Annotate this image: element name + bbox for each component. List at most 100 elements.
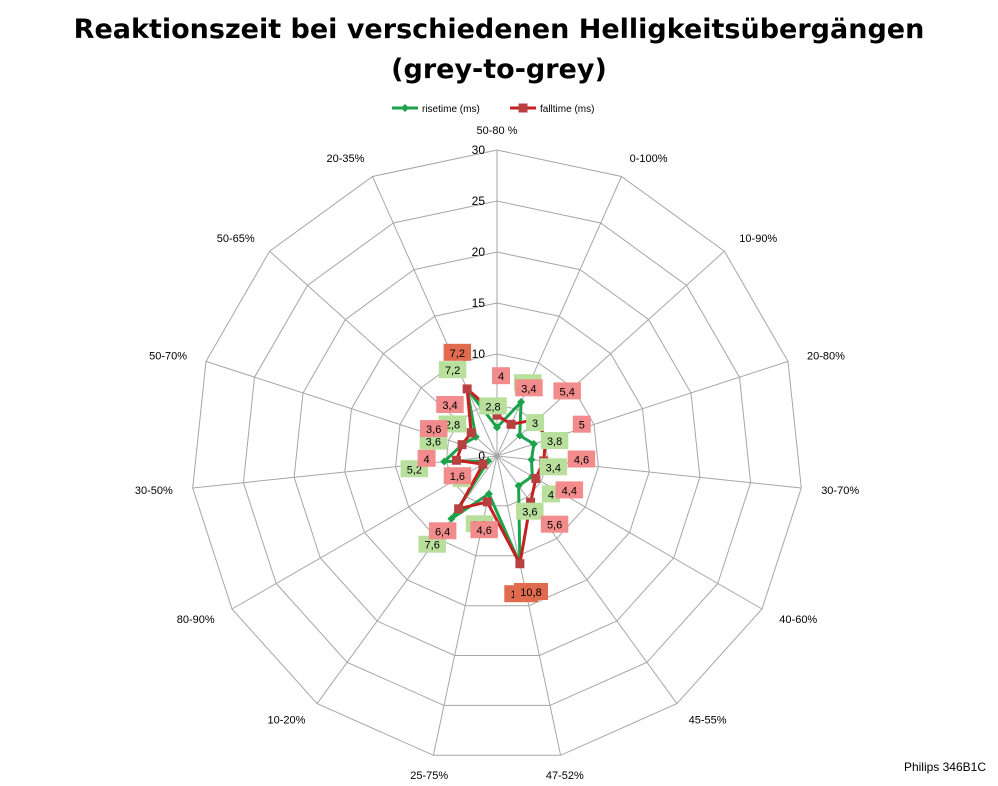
data-point-marker [440,457,449,466]
category-label: 50-80 % [477,125,518,137]
data-label: 5 [579,420,585,432]
grid-ring [192,149,802,756]
grid-ring [344,302,650,607]
data-label-background [540,432,569,449]
data-label: 4 [548,489,554,501]
data-point-marker [515,559,525,569]
chart-legend: risetime (ms) falltime (ms) [392,103,594,115]
data-label-background [539,458,568,476]
radar-data-labels: 2,85,833,83,443,610,83,87,615,23,62,87,2… [400,343,596,603]
grid-ring [395,353,599,557]
data-label-background [438,361,467,379]
data-label-background [443,467,472,485]
data-label: 4,6 [477,525,492,537]
data-label-background [541,485,560,503]
legend-label: risetime (ms) [422,104,480,115]
category-label: 47-52% [546,770,584,782]
series-line [442,387,536,566]
data-label-background [572,415,591,433]
category-label: 30-70% [821,485,859,497]
chart-title-line-1: Reaktionszeit bei verschiedenen Helligke… [73,14,925,45]
data-point-marker [492,410,502,420]
data-label: 4 [498,371,504,383]
chart-title-line-2: (grey-to-grey) [391,54,607,85]
data-point-marker [506,419,516,429]
data-point-marker [526,497,536,507]
data-label: 3,6 [426,424,441,436]
data-label-background [514,583,548,600]
axis-tick-label: 30 [472,143,486,157]
data-label: 3,8 [547,436,562,448]
category-label: 20-80% [807,350,845,362]
grid-ring [242,200,752,706]
data-point-marker [478,459,488,469]
data-point-marker [514,481,523,490]
data-point-marker [457,440,467,450]
data-label: 7,6 [425,540,440,552]
category-label: 50-65% [217,233,255,245]
grid-spoke [496,455,678,704]
legend-label: falltime (ms) [540,104,594,115]
category-label: 10-90% [739,233,777,245]
data-label: 3,4 [521,383,536,395]
data-label: 3,6 [522,507,537,519]
category-label: 45-55% [689,715,727,727]
category-label: 0-100% [630,153,668,165]
axis-tick-label: 15 [472,296,486,310]
grid-spoke [316,455,498,704]
data-label-background [555,481,584,499]
data-label: 5,6 [547,520,562,532]
data-label-background [418,535,446,553]
data-label-background [567,450,596,468]
data-label: 3 [532,418,538,430]
legend-item-falltime: falltime (ms) [510,103,594,115]
data-label-background [428,522,457,540]
axis-tick-label: 10 [472,347,486,361]
data-label: 1,6 [450,471,465,483]
data-point-marker [531,473,541,483]
axis-tick-label: 20 [472,245,486,259]
data-label-background [470,521,498,539]
category-label: 80-90% [177,614,215,626]
data-point-marker [529,440,538,449]
legend-marker [518,103,528,113]
data-label: 5,4 [560,386,575,398]
data-point-marker [484,489,493,498]
radar-grid: 0 5 10 15 20 25 30 50-80 % 0-100% 10-90% 20-80% 30-… [135,125,859,782]
data-label: 10,8 [520,587,541,599]
data-label-background [553,382,581,400]
data-label-background [417,449,436,467]
category-label: 20-35% [326,153,364,165]
data-label-background [420,420,448,438]
data-point-marker [462,384,472,394]
data-label: 3,6 [426,437,441,449]
grid-spoke [496,455,562,756]
category-label: 40-60% [779,614,817,626]
data-point-marker [466,428,476,438]
data-point-marker [454,504,464,514]
data-label: 4,6 [574,455,589,467]
data-point-marker [527,455,536,464]
data-point-marker [451,455,461,465]
data-label-background [516,502,544,520]
data-label-background [479,397,507,415]
grid-spoke [496,455,763,610]
data-point-marker [517,397,526,406]
data-label: 3,4 [442,400,457,412]
data-label: 5,2 [407,464,422,476]
data-label-background [436,396,464,413]
data-label-background [540,515,569,533]
data-point-marker [493,423,501,432]
chart-title: Reaktionszeit bei verschiedenen Helligke… [0,10,998,90]
data-point-marker [447,514,456,523]
data-label-background [515,379,543,397]
legend-marker [401,104,409,112]
category-label: 10-20% [267,715,305,727]
data-label: 7,2 [450,348,465,360]
grid-spoke [372,176,498,457]
data-point-marker [482,497,492,507]
axis-tick-label: 0 [478,449,485,463]
data-point-marker [515,431,524,440]
grid-spoke [496,176,622,457]
